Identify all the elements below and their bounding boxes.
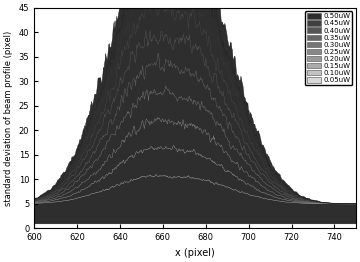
Y-axis label: standard deviation of beam profile (pixel): standard deviation of beam profile (pixe… (4, 30, 13, 206)
X-axis label: x (pixel): x (pixel) (175, 248, 215, 258)
Legend: 0.50uW, 0.45uW, 0.40uW, 0.35uW, 0.30uW, 0.25uW, 0.20uW, 0.15uW, 0.10uW, 0.05uW: 0.50uW, 0.45uW, 0.40uW, 0.35uW, 0.30uW, … (305, 11, 352, 85)
